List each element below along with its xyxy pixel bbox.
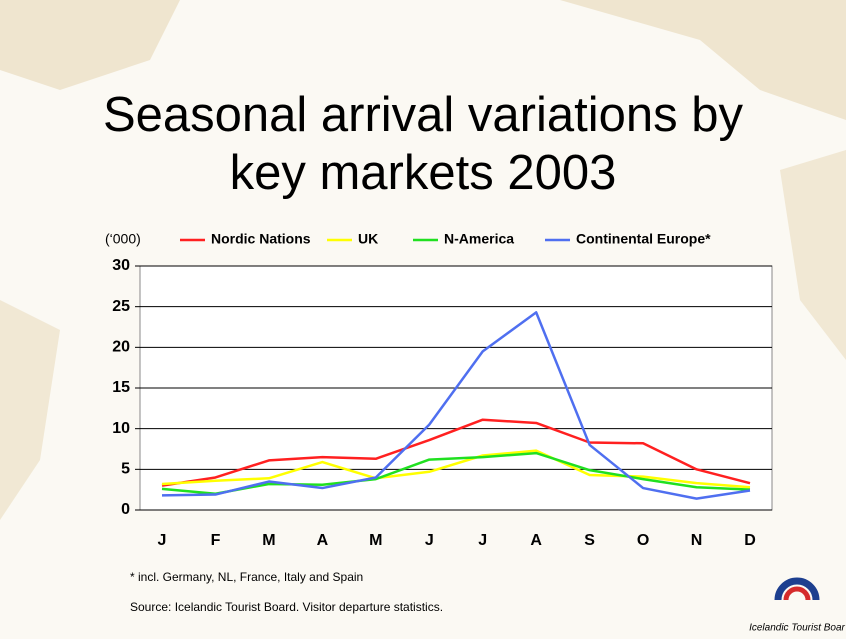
- x-tick-label: A: [317, 532, 329, 549]
- map-shape: [560, 0, 846, 120]
- legend-label: UK: [358, 231, 378, 247]
- map-shape: [0, 0, 180, 90]
- logo-text: Icelandic Tourist Boar: [749, 623, 845, 634]
- series-line: [161, 451, 751, 495]
- x-tick-label: S: [584, 532, 595, 549]
- x-tick-label: J: [425, 532, 434, 549]
- y-unit-label: (‘000): [105, 231, 141, 247]
- legend-label: Nordic Nations: [211, 231, 311, 247]
- y-tick-label: 15: [112, 379, 130, 396]
- map-shape: [0, 300, 60, 520]
- series-line: [161, 311, 751, 500]
- legend-label: Continental Europe*: [576, 231, 711, 247]
- y-tick-label: 0: [121, 501, 130, 518]
- footnote: * incl. Germany, NL, France, Italy and S…: [130, 570, 363, 584]
- y-tick-label: 30: [112, 257, 130, 274]
- x-tick-label: N: [691, 532, 703, 549]
- legend-label: N-America: [444, 231, 514, 247]
- series-line: [161, 418, 751, 487]
- y-tick-label: 20: [112, 339, 130, 356]
- x-tick-label: M: [262, 532, 275, 549]
- y-tick-label: 25: [112, 298, 130, 315]
- y-tick-label: 5: [121, 461, 130, 478]
- x-tick-label: M: [369, 532, 382, 549]
- series-line: [161, 449, 751, 489]
- x-tick-label: D: [744, 532, 756, 549]
- logo-arc: [774, 577, 820, 601]
- x-tick-label: F: [211, 532, 221, 549]
- x-tick-label: J: [478, 532, 487, 549]
- x-tick-label: J: [158, 532, 167, 549]
- source: Source: Icelandic Tourist Board. Visitor…: [130, 600, 443, 614]
- x-tick-label: O: [637, 532, 649, 549]
- logo-arc: [783, 586, 811, 601]
- chart-title: Seasonal arrival variations by key marke…: [102, 88, 744, 200]
- logo: Icelandic Tourist Boar: [749, 577, 846, 634]
- map-shape: [780, 150, 846, 360]
- y-tick-label: 10: [112, 420, 130, 437]
- x-tick-label: A: [530, 532, 542, 549]
